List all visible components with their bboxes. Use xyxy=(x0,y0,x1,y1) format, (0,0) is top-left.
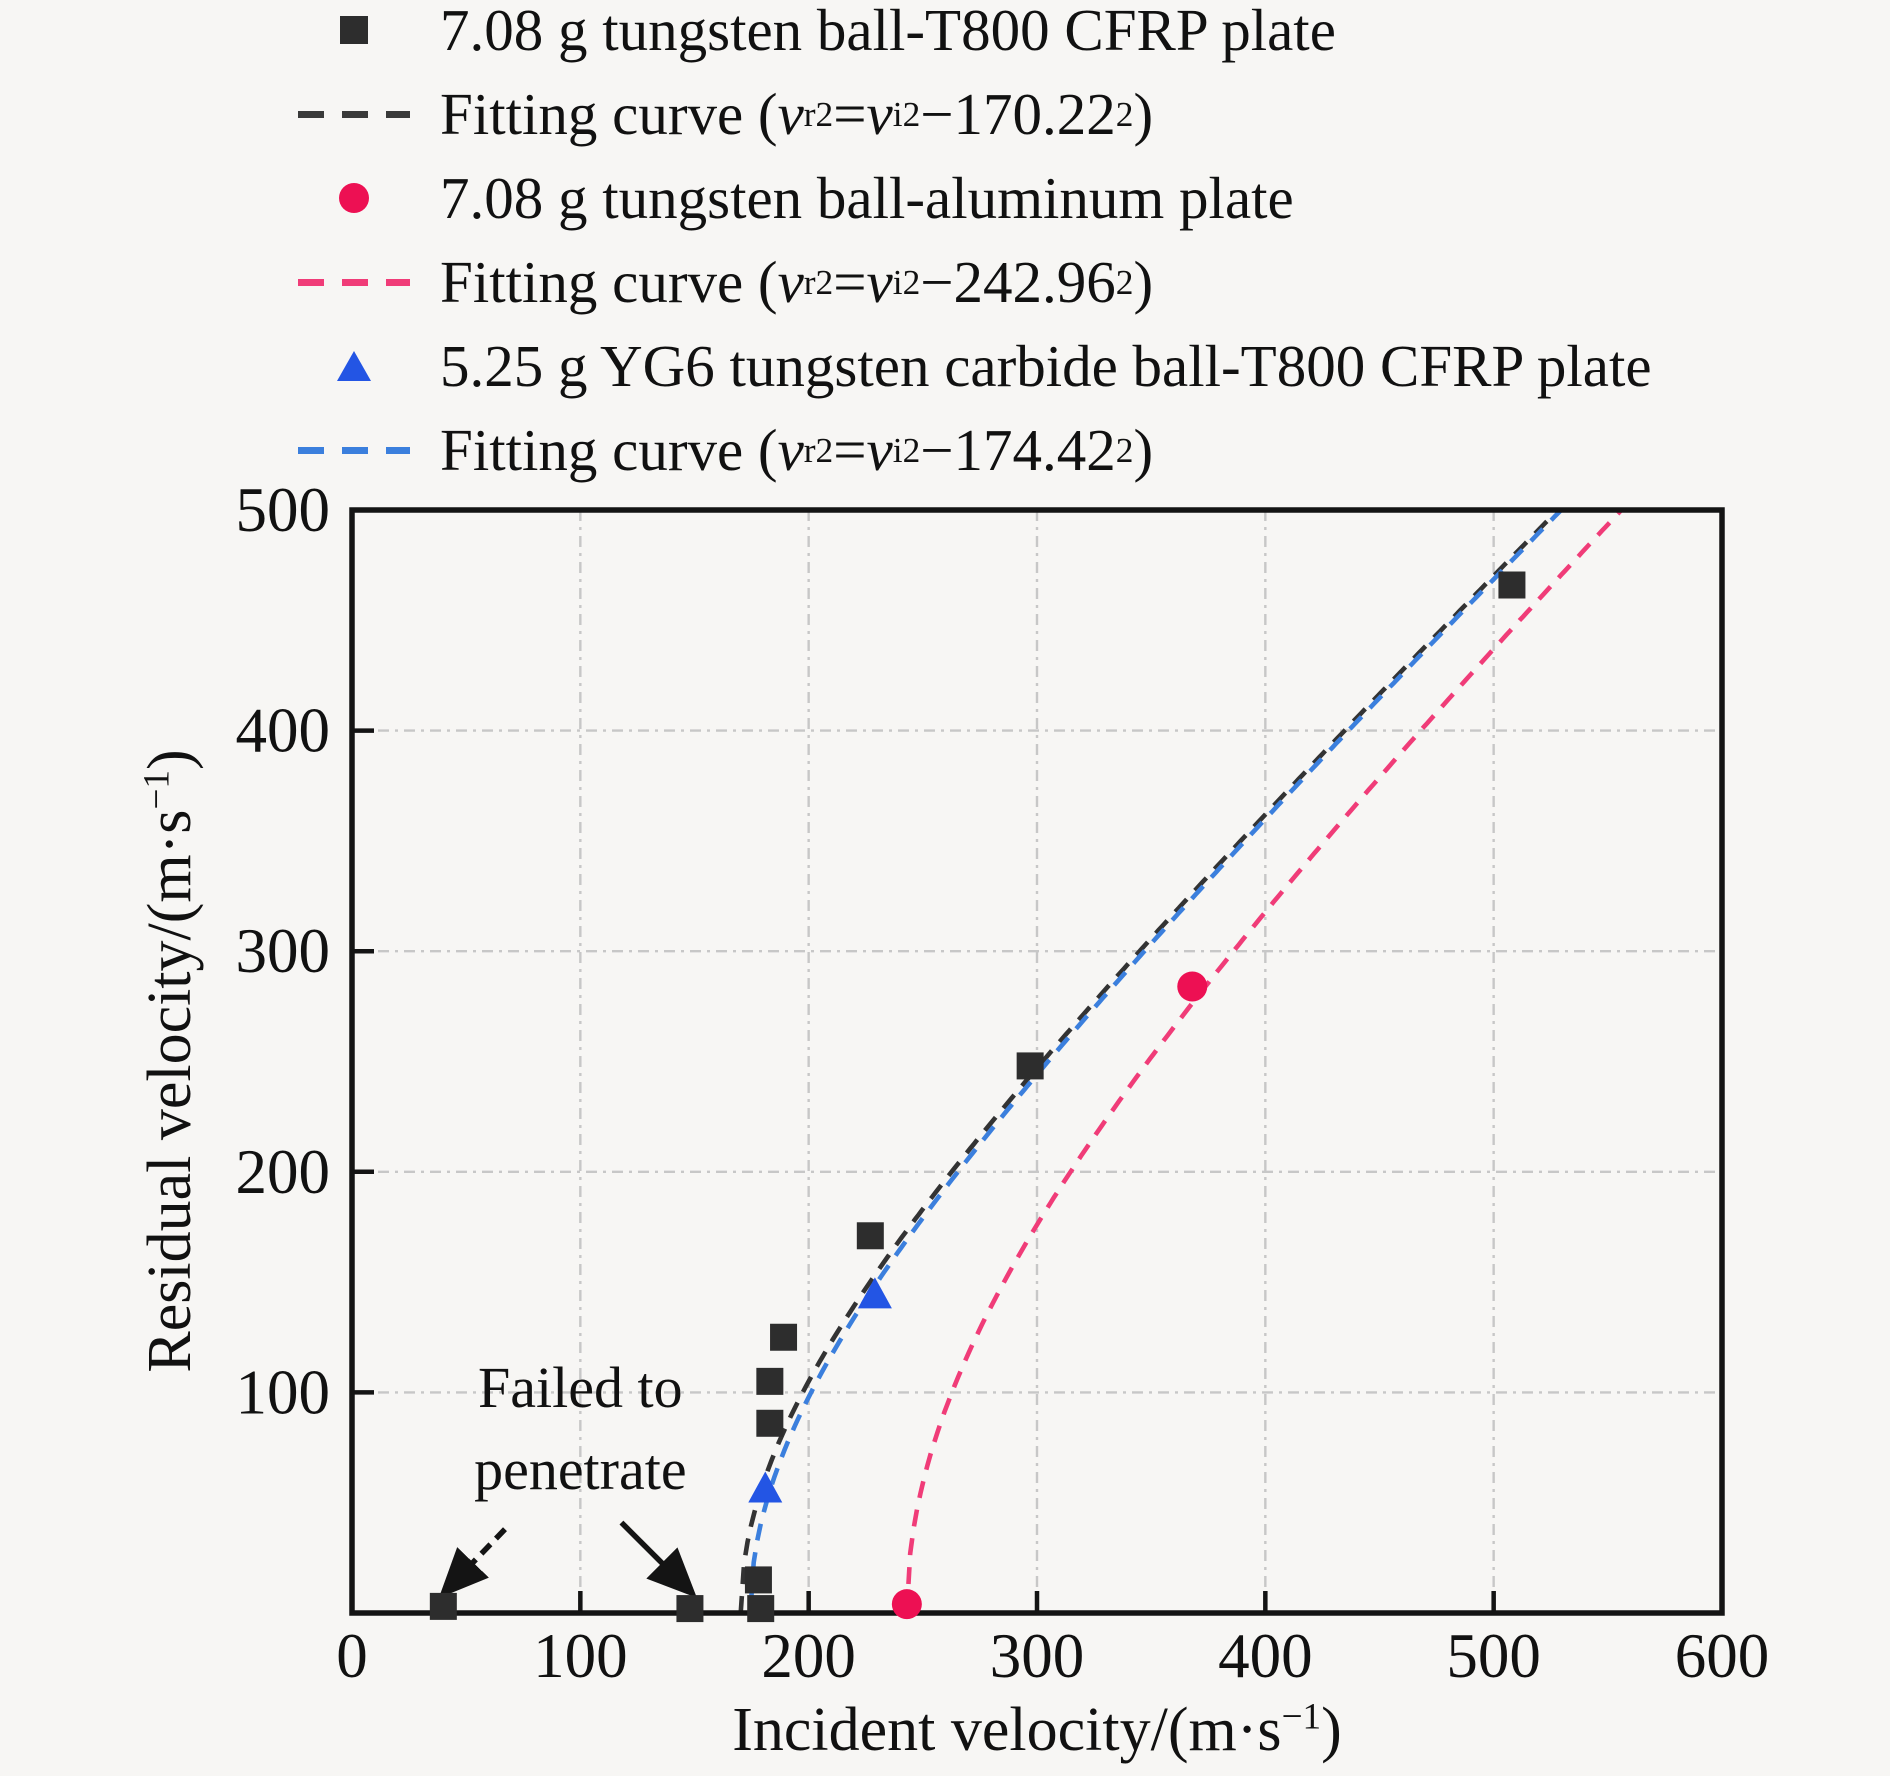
legend-item-aluminum-points: 7.08 g tungsten ball-aluminum plate xyxy=(0,156,1890,240)
data-point-square xyxy=(1498,571,1526,599)
square-marker-icon xyxy=(289,0,419,72)
svg-text:100: 100 xyxy=(533,1621,628,1691)
annotation-arrow xyxy=(438,1527,507,1599)
circle-marker-icon xyxy=(289,156,419,240)
data-point-square xyxy=(744,1566,772,1594)
data-point-circle xyxy=(891,1589,922,1620)
svg-text:0: 0 xyxy=(336,1621,368,1691)
annotation-failed-line1: Failed to xyxy=(478,1354,683,1420)
data-point-circle xyxy=(1177,971,1208,1002)
data-point-square xyxy=(756,1367,784,1395)
fitting-curves xyxy=(738,510,1625,1613)
fitting-curve xyxy=(748,510,1565,1613)
annotation-arrow xyxy=(619,1520,697,1598)
gridlines xyxy=(352,510,1722,1613)
annotation-failed-line2: penetrate xyxy=(474,1436,687,1502)
legend-label: Fitting curve (v r 2 = v i 2 −170.22 2) xyxy=(440,80,1154,147)
x-tick-labels: 0 100 200 300 400 500 600 xyxy=(336,1621,1769,1691)
legend-label: 5.25 g YG6 tungsten carbide ball-T800 CF… xyxy=(440,332,1652,399)
triangle-marker-icon xyxy=(289,324,419,408)
pink-dash-line-icon xyxy=(289,240,419,324)
data-point-triangle xyxy=(748,1471,783,1503)
legend-label: 7.08 g tungsten ball-T800 CFRP plate xyxy=(440,0,1336,63)
data-point-square xyxy=(756,1409,784,1437)
svg-text:300: 300 xyxy=(236,916,331,986)
axis-ticks xyxy=(352,728,1496,1613)
data-point-square xyxy=(856,1222,884,1250)
legend-label: Fitting curve (v r 2 = v i 2 −174.42 2) xyxy=(440,416,1154,483)
svg-text:400: 400 xyxy=(1218,1621,1313,1691)
svg-text:600: 600 xyxy=(1675,1621,1770,1691)
annotation-arrows xyxy=(438,1520,697,1599)
svg-text:300: 300 xyxy=(990,1621,1085,1691)
data-point-square xyxy=(770,1323,798,1351)
data-point-square xyxy=(747,1595,775,1623)
data-point-square xyxy=(429,1592,457,1620)
legend-item-aluminum-fit: Fitting curve (v r 2 = v i 2 −242.96 2) xyxy=(0,240,1890,324)
legend-item-t800-points: 7.08 g tungsten ball-T800 CFRP plate xyxy=(0,0,1890,72)
blue-dash-line-icon xyxy=(289,408,419,492)
svg-text:500: 500 xyxy=(1446,1621,1541,1691)
x-axis-title: Incident velocity/(m·s−1) xyxy=(732,1696,1342,1764)
data-point-square xyxy=(1016,1052,1044,1080)
legend-item-yg6-points: 5.25 g YG6 tungsten carbide ball-T800 CF… xyxy=(0,324,1890,408)
data-point-square xyxy=(676,1595,704,1623)
legend-label: 7.08 g tungsten ball-aluminum plate xyxy=(440,164,1294,231)
svg-text:200: 200 xyxy=(761,1621,856,1691)
svg-text:400: 400 xyxy=(236,696,331,766)
svg-text:100: 100 xyxy=(236,1357,331,1427)
black-dash-line-icon xyxy=(289,72,419,156)
svg-text:500: 500 xyxy=(236,475,331,545)
data-points xyxy=(429,571,1526,1623)
y-tick-labels: 100 200 300 400 500 xyxy=(236,475,331,1427)
legend: 7.08 g tungsten ball-T800 CFRP plate Fit… xyxy=(0,0,1890,500)
legend-label: Fitting curve (v r 2 = v i 2 −242.96 2) xyxy=(440,248,1154,315)
legend-item-yg6-fit: Fitting curve (v r 2 = v i 2 −174.42 2) xyxy=(0,408,1890,492)
svg-text:200: 200 xyxy=(236,1137,331,1207)
fitting-curve xyxy=(904,510,1625,1613)
fitting-curve xyxy=(738,510,1562,1613)
y-axis-title: Residual velocity/(m·s−1) xyxy=(136,749,204,1373)
legend-item-t800-fit: Fitting curve (v r 2 = v i 2 −170.22 2) xyxy=(0,72,1890,156)
data-point-triangle xyxy=(857,1277,892,1309)
